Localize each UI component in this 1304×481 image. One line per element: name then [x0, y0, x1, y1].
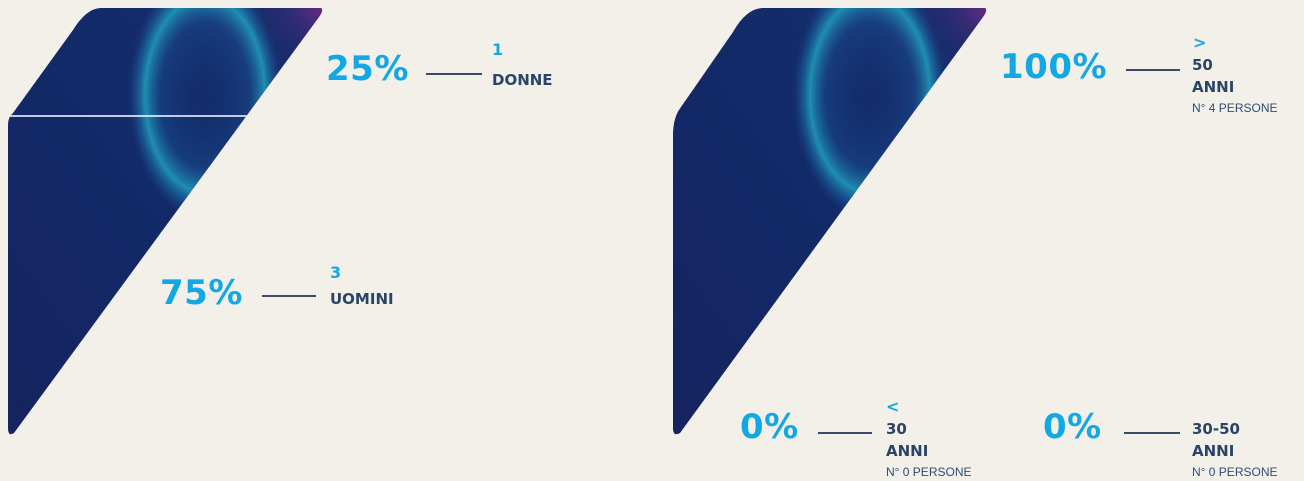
shape-gender	[8, 8, 323, 435]
donne-percent: 25%	[326, 49, 409, 89]
mid-age-unit: ANNI	[1192, 442, 1235, 460]
donne-connector	[426, 73, 482, 75]
under-30-symbol: <	[886, 397, 900, 416]
mid-age-connector	[1124, 432, 1180, 434]
over-50-connector	[1126, 69, 1180, 71]
under-30-percent: 0%	[740, 407, 799, 447]
shape-age	[673, 8, 987, 435]
mid-age-range: 30-50	[1192, 420, 1240, 438]
mid-age-percent: 0%	[1043, 407, 1102, 447]
over-50-unit: ANNI	[1192, 78, 1235, 96]
uomini-label: UOMINI	[330, 290, 394, 308]
under-30-connector	[818, 432, 872, 434]
under-30-persons: N° 0 PERSONE	[886, 465, 972, 479]
uomini-count: 3	[330, 263, 342, 282]
over-50-symbol: >	[1193, 33, 1207, 52]
over-50-percent: 100%	[1000, 47, 1108, 87]
over-50-range: 50	[1192, 56, 1213, 74]
under-30-unit: ANNI	[886, 442, 929, 460]
over-50-persons: N° 4 PERSONE	[1192, 101, 1278, 115]
donne-label: DONNE	[492, 71, 553, 89]
uomini-connector	[262, 295, 316, 297]
mid-age-persons: N° 0 PERSONE	[1192, 465, 1278, 479]
donne-count: 1	[492, 40, 504, 59]
under-30-range: 30	[886, 420, 907, 438]
uomini-percent: 75%	[160, 273, 243, 313]
